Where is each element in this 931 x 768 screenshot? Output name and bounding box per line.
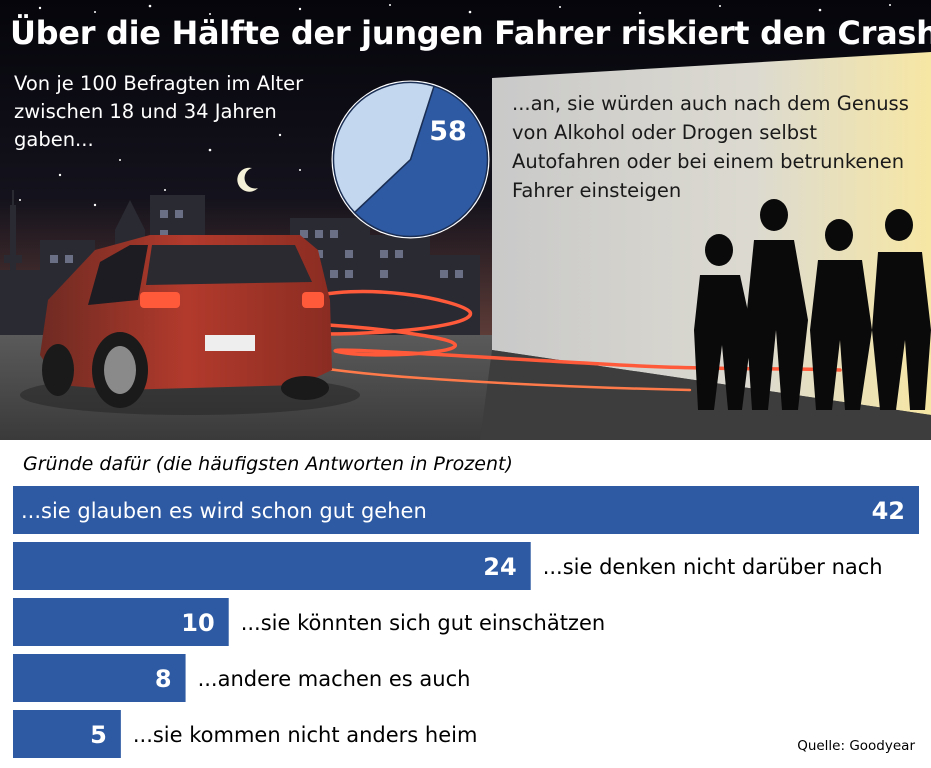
bar-value-label: 5 <box>90 721 107 749</box>
pie-slice-main <box>353 85 489 238</box>
stars <box>19 4 891 207</box>
bar-value-label: 42 <box>872 497 905 525</box>
bar-category-label: ...andere machen es auch <box>198 667 471 691</box>
night-street-scene <box>0 0 931 440</box>
intro-text: Von je 100 Befragten im Alter zwischen 1… <box>14 72 304 151</box>
bar-category-label: ...sie kommen nicht anders heim <box>133 723 478 747</box>
pie-slice-rest <box>332 81 435 214</box>
moon-icon <box>237 167 258 192</box>
bar-category-label: ...sie glauben es wird schon gut gehen <box>21 499 427 523</box>
statement-text: ...an, sie würden auch nach dem Genuss v… <box>512 92 909 202</box>
pie-value-label: 58 <box>429 116 467 147</box>
bar-value-label: 8 <box>155 665 172 693</box>
bar-category-label: ...sie denken nicht darüber nach <box>543 555 883 579</box>
bar-5 <box>13 710 121 758</box>
bar-category-label: ...sie könnten sich gut einschätzen <box>241 611 606 635</box>
pie-chart <box>331 80 490 239</box>
people-silhouettes <box>694 199 931 410</box>
tail-light-trail <box>242 289 842 372</box>
bar-chart-title: Gründe dafür (die häufigsten Antworten i… <box>23 453 513 475</box>
bar-2 <box>13 542 531 590</box>
page-title: Über die Hälfte der jungen Fahrer riskie… <box>10 14 931 52</box>
car-illustration <box>20 235 360 415</box>
bar-value-label: 10 <box>181 609 214 637</box>
bar-4 <box>13 654 186 702</box>
bar-1 <box>13 486 919 534</box>
bar-3 <box>13 598 229 646</box>
source-text: Quelle: Goodyear <box>797 738 915 754</box>
bar-value-label: 24 <box>483 553 516 581</box>
